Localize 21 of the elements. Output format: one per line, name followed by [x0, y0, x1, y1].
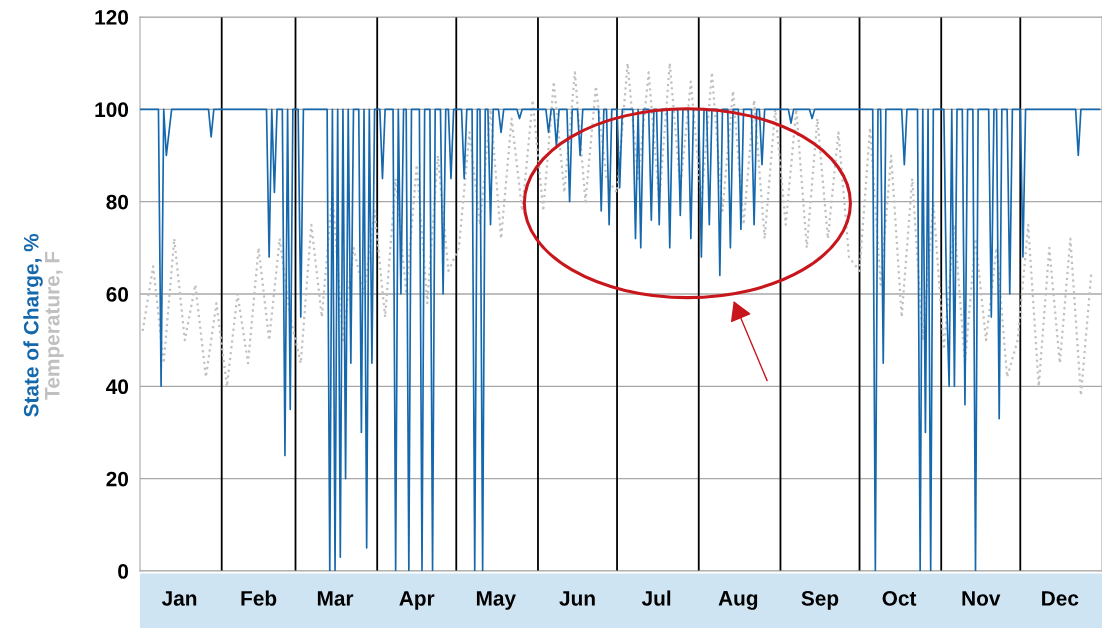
x-tick-label: Jun [559, 591, 595, 606]
x-tick-label: Mar [317, 591, 354, 606]
x-tick-label: Dec [1042, 591, 1079, 606]
x-tick-label: May [476, 591, 516, 610]
x-tick-label: Oct [882, 590, 917, 606]
text: State of Charge, % [23, 233, 43, 417]
x-tick-label: Sep [801, 590, 839, 610]
x-tick-label: Jul [641, 590, 671, 606]
y-tick-label: 20 [106, 471, 129, 487]
y-tick-label: 100 [95, 102, 129, 118]
x-tick-label: Feb [241, 590, 277, 606]
y-tick-label: 120 [95, 10, 129, 25]
y-tick-label: 0 [118, 564, 129, 579]
text: Temperature, F [45, 251, 64, 400]
x-tick-label: Jan [161, 591, 197, 606]
y-tick-label: 80 [106, 194, 129, 210]
y-tick-label: 60 [106, 287, 129, 302]
x-tick-label: Nov [962, 591, 1001, 606]
y-tick-label: 40 [106, 379, 129, 395]
x-tick-label: Aug [718, 591, 758, 610]
x-tick-label: Apr [399, 591, 435, 610]
